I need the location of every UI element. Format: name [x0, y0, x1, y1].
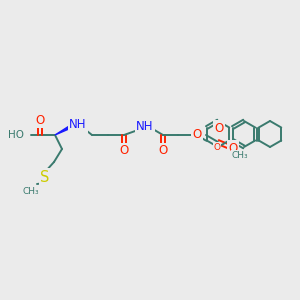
Polygon shape [55, 125, 73, 135]
Text: S: S [40, 169, 50, 184]
Text: O: O [192, 128, 202, 142]
Text: CH₃: CH₃ [232, 151, 248, 160]
Text: O: O [214, 142, 220, 152]
Text: O: O [228, 142, 238, 154]
Text: HO: HO [8, 130, 24, 140]
Text: O: O [35, 113, 45, 127]
Text: NH: NH [136, 119, 154, 133]
Text: CH₃: CH₃ [23, 187, 39, 196]
Text: O: O [214, 122, 224, 134]
Text: O: O [119, 145, 129, 158]
Text: O: O [158, 145, 168, 158]
Text: NH: NH [69, 118, 87, 131]
